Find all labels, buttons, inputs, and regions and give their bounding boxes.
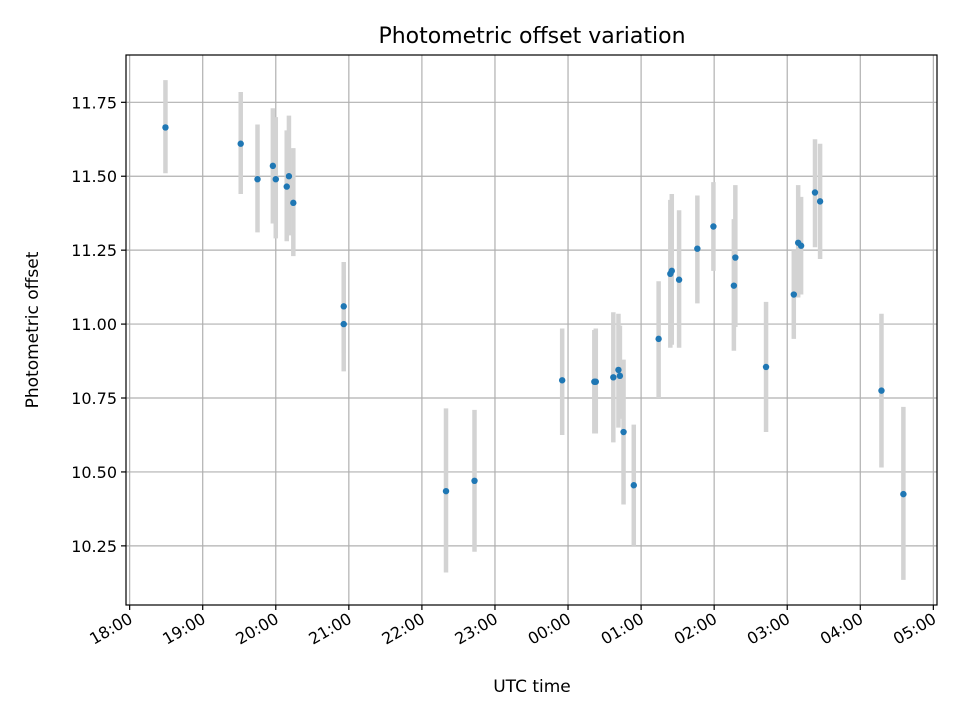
x-tick-label: 05:00 [890, 609, 939, 649]
data-point [655, 335, 662, 343]
x-axis-label: UTC time [493, 677, 571, 697]
data-point [269, 162, 277, 170]
data-point [616, 372, 624, 380]
x-tick-label: 19:00 [159, 609, 208, 649]
y-axis-label: Photometric offset [23, 251, 43, 408]
y-tick-label: 11.25 [71, 241, 117, 260]
data-point [620, 428, 627, 436]
data-point [442, 487, 450, 495]
data-point [710, 223, 717, 230]
y-tick-label: 10.25 [71, 537, 117, 556]
data-point [615, 366, 622, 374]
data-point [471, 477, 478, 485]
data-point [558, 377, 566, 384]
y-tick-label: 11.00 [71, 315, 117, 334]
data-point [790, 291, 797, 298]
data-point [340, 320, 347, 328]
data-point [668, 267, 675, 275]
data-point [797, 242, 805, 249]
x-tick-label: 23:00 [452, 609, 501, 649]
chart-title: Photometric offset variation [378, 24, 685, 49]
data-point [730, 282, 738, 289]
plot-frame [125, 54, 938, 606]
data-point [272, 175, 279, 183]
y-tick-label: 10.75 [71, 389, 117, 408]
data-point [283, 183, 290, 190]
x-tick-label: 04:00 [817, 609, 866, 649]
x-tick-label: 18:00 [86, 609, 135, 649]
x-tick-label: 01:00 [598, 609, 647, 649]
x-tick-label: 21:00 [305, 609, 354, 649]
data-point [694, 245, 701, 252]
data-point [900, 490, 907, 498]
data-point [762, 363, 770, 371]
data-point [816, 198, 824, 205]
data-point [340, 303, 347, 310]
data-point [237, 140, 244, 147]
x-tick-label: 22:00 [378, 609, 427, 649]
x-tick-label: 02:00 [671, 609, 720, 649]
grid-layer [126, 55, 937, 605]
y-tick-label: 10.50 [71, 463, 117, 482]
data-point [878, 387, 885, 394]
data-point [630, 482, 637, 489]
data-point [610, 374, 617, 381]
x-tick-label: 00:00 [525, 609, 574, 649]
data-point [162, 124, 169, 131]
data-point-layer [162, 124, 907, 498]
data-point [254, 175, 261, 183]
y-tick-label: 11.50 [71, 167, 117, 186]
data-point [592, 378, 599, 385]
data-point [285, 173, 293, 180]
data-point [811, 189, 819, 196]
x-tick-label: 20:00 [232, 609, 281, 649]
data-point [290, 199, 297, 207]
data-point [732, 254, 739, 261]
y-tick-label: 11.75 [71, 93, 117, 112]
data-point [675, 276, 683, 283]
x-tick-label: 03:00 [744, 609, 793, 649]
